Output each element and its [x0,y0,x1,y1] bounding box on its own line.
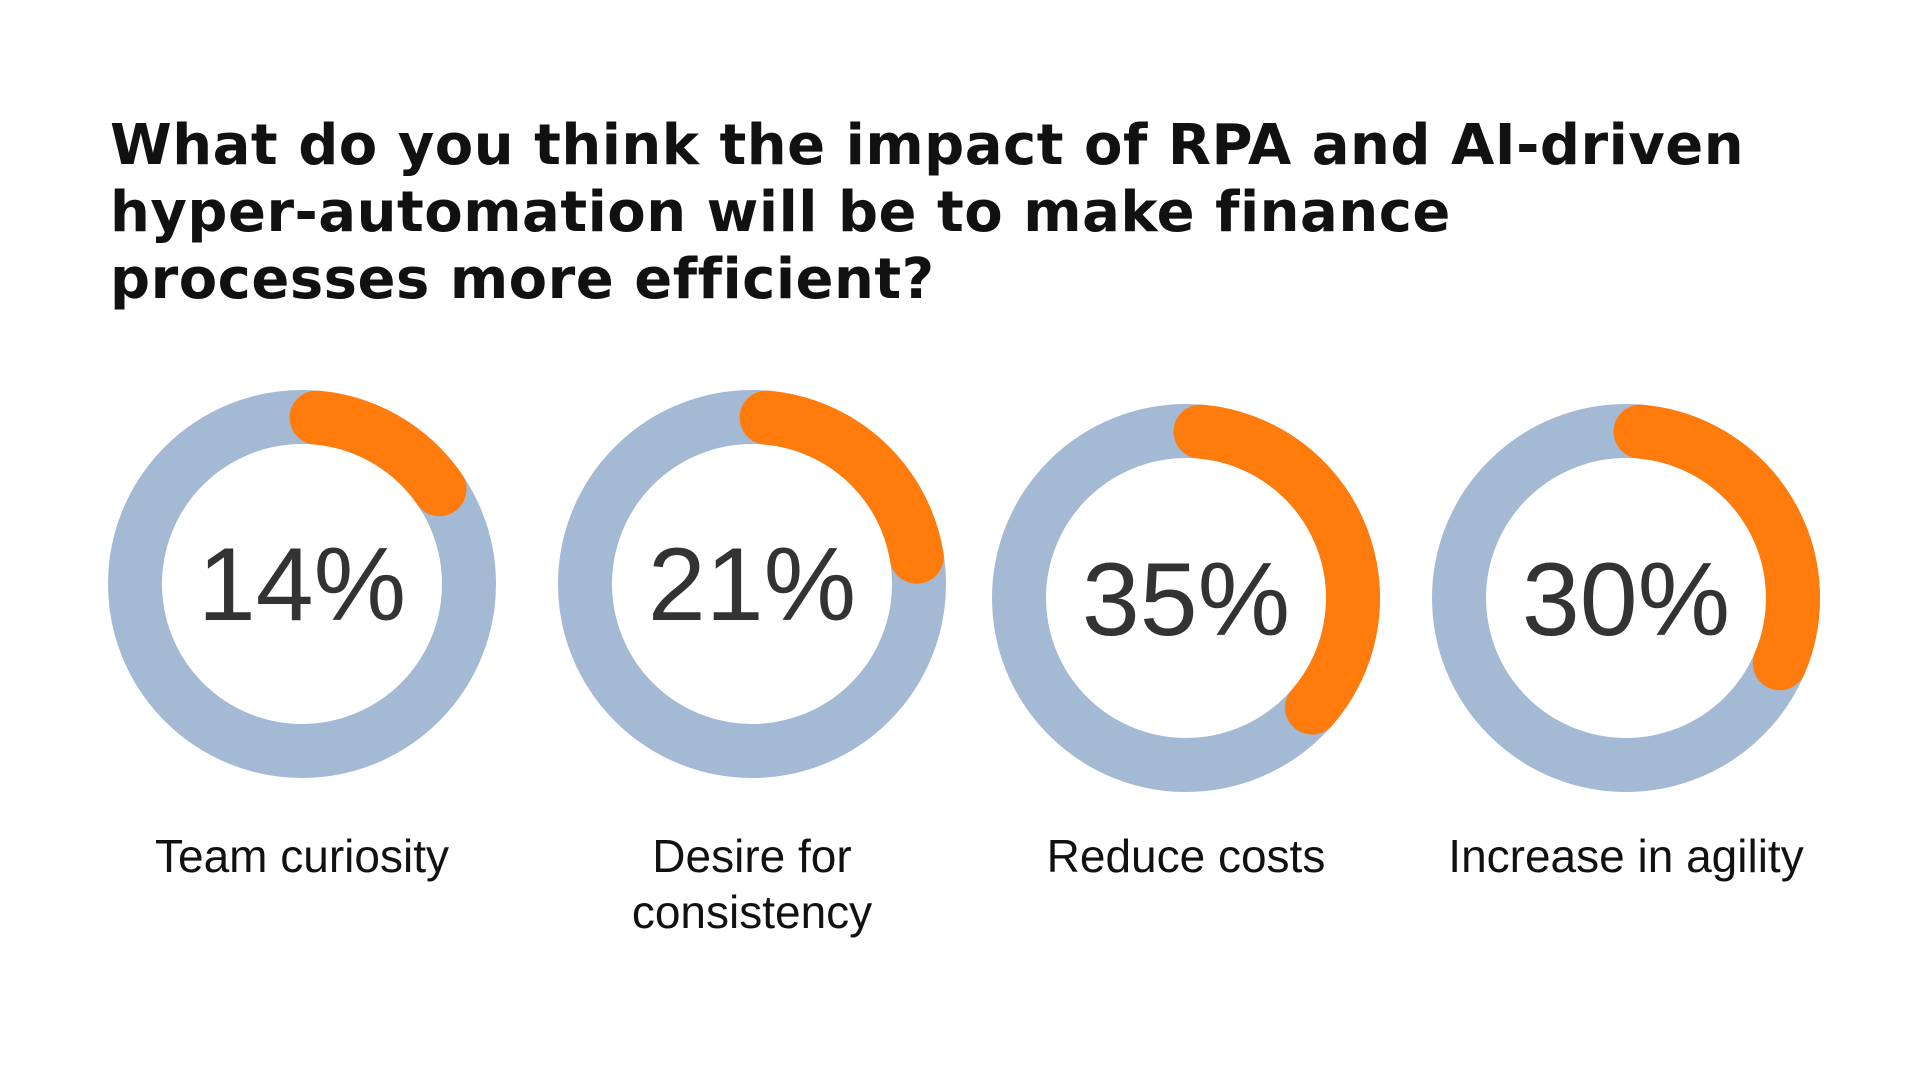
category-label-reduce-costs: Reduce costs [1046,830,1326,882]
category-label-desire-for-consistency: Desire for consistency [631,830,873,938]
category-label-team-curiosity: Team curiosity [155,830,449,882]
donut-arc-team-curiosity [289,390,467,517]
value-label-team-curiosity: 14% [198,527,406,643]
donut-arc-reduce-costs [1173,404,1380,735]
value-label-reduce-costs: 35% [1082,542,1290,658]
chart-title: What do you think the impact of RPA and … [110,113,1745,312]
donut-arc-desire-for-consistency [739,390,944,584]
value-label-desire-for-consistency: 21% [648,527,856,643]
donut-arc-increase-in-agility [1613,404,1820,691]
category-label-increase-in-agility: Increase in agility [1448,830,1804,882]
value-label-increase-in-agility: 30% [1522,542,1730,658]
